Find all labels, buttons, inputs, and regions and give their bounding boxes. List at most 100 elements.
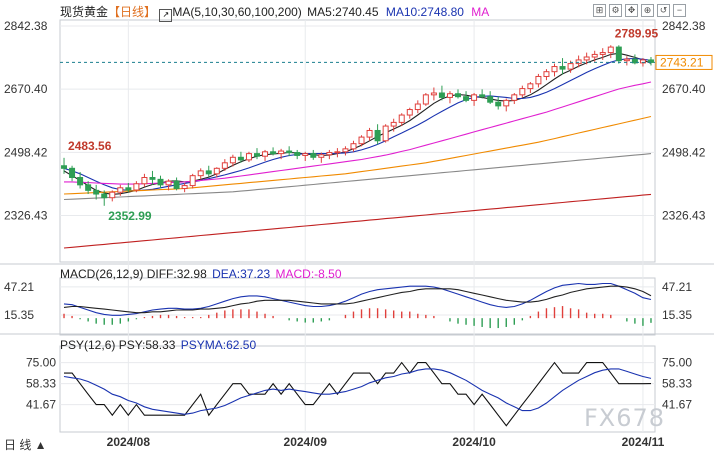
candle-body [519,88,526,96]
candle-body [350,143,357,150]
price-tick-label-right: 2842.38 [662,19,706,33]
candle-body [471,94,478,101]
candle-body [575,59,582,65]
price-tick-label-right: 2670.40 [662,82,706,96]
candle-body [382,125,389,142]
candle-body [567,63,574,70]
candle-body [615,46,622,62]
psy-title: PSY(12,6) [60,338,116,352]
candle-body [479,94,486,98]
candle-body [117,187,124,193]
candle-body [165,180,172,186]
current-price-label: 2743.21 [660,55,704,69]
candle-body [270,151,277,155]
ma-line-ma100 [63,153,652,201]
candle-body [455,93,461,98]
minimize-icon[interactable]: − [673,4,686,17]
psy-panel-frame [59,345,656,433]
macd-value-readout: MACD:-8.50 [275,267,342,281]
candle-body [438,92,445,98]
candle-body [189,175,196,187]
candle-body [511,94,518,101]
candle-body [278,150,285,155]
expand-icon[interactable]: ⊞ [593,4,606,17]
candle-body [543,71,550,77]
psy-tick-label-right: 41.67 [662,398,692,412]
time-tick-label: 2024/11 [622,435,665,449]
time-tick-label: 2024/08 [107,435,151,449]
instrument-name: 现货黄金 [60,5,109,19]
candle-body [173,180,180,190]
psy-psyma-line [63,368,652,415]
candle-body [334,151,341,154]
candle-body [495,101,502,107]
candle-body [109,191,116,199]
candle-body [551,66,558,73]
candle-body [69,167,76,179]
current-price-tag [655,54,713,70]
candle-body [125,187,132,191]
candle-body [559,66,566,70]
ma-line-ma60 [63,115,652,195]
ma5-readout: MA5:2740.45 [307,5,379,19]
macd-tick-label-left: 15.35 [4,308,34,322]
psy-header: PSY(12,6) PSY:58.33 PSYMA:62.50 [60,338,256,352]
psy-tick-label-left: 75.00 [26,356,56,370]
candle-body [535,75,542,85]
candle-body [358,136,365,145]
candle-body [181,185,188,190]
candle-body [221,162,228,169]
candle-body [237,156,244,161]
candle-body [310,153,317,158]
macd-header: MACD(26,12,9) DIFF:32.98 DEA:37.23 MACD:… [60,267,342,281]
ma-line-ma10 [63,57,652,192]
candle-body [205,170,212,175]
candle-body [101,193,108,199]
candle-body [77,177,84,186]
footer-period-label[interactable]: 日 线 ▲ [4,438,47,452]
candle-body [245,153,252,161]
ma-settings-icon[interactable]: ↗ [159,9,173,22]
macd-tick-label-left: 47.21 [4,280,34,294]
ma-title: MA(5,10,30,60,100,200) [172,5,302,19]
price-annotation: 2352.99 [108,209,152,223]
candle-body [157,178,164,186]
candle-body [430,92,437,96]
candle-body [631,58,638,64]
ma-extra-readout: MA [471,5,490,19]
psy-psy-line [64,361,652,427]
zoom-icon[interactable]: ⊕ [641,4,654,17]
psy-tick-label-left: 58.33 [26,377,56,391]
candle-body [463,96,470,101]
candle-body [85,184,92,191]
candle-body [607,46,614,54]
candle-body [197,170,204,177]
pan-icon[interactable]: ✥ [625,4,638,17]
macd-tick-label-right: 15.35 [662,308,692,322]
macd-dea-line [63,285,652,314]
ma-line-ma200 [63,193,652,249]
candle-body [599,52,606,55]
candle-body [503,99,510,107]
candle-body [149,177,156,180]
candle-body [93,189,100,195]
candle-body [133,183,140,191]
ma10-readout: MA10:2748.80 [385,5,464,19]
candle-body [527,83,534,90]
macd-tick-label-right: 47.21 [662,280,692,294]
candle-body [366,129,373,138]
chart-header: 现货黄金【日线】 ↗ MA(5,10,30,60,100,200) MA5:274… [60,5,489,22]
watermark: FX678 [584,404,666,432]
candle-body [406,109,413,116]
price-panel-frame [59,19,656,263]
macd-diff-line [63,282,652,316]
candle-body [414,103,421,111]
price-tick-label-right: 2498.42 [662,145,706,159]
candle-body [591,53,598,58]
candle-body [390,121,397,127]
period-label[interactable]: 【日线】 [108,5,157,19]
price-tick-label-left: 2326.43 [4,209,48,223]
restore-icon[interactable]: ↺ [657,4,670,17]
settings-icon[interactable]: ⚙ [609,4,622,17]
